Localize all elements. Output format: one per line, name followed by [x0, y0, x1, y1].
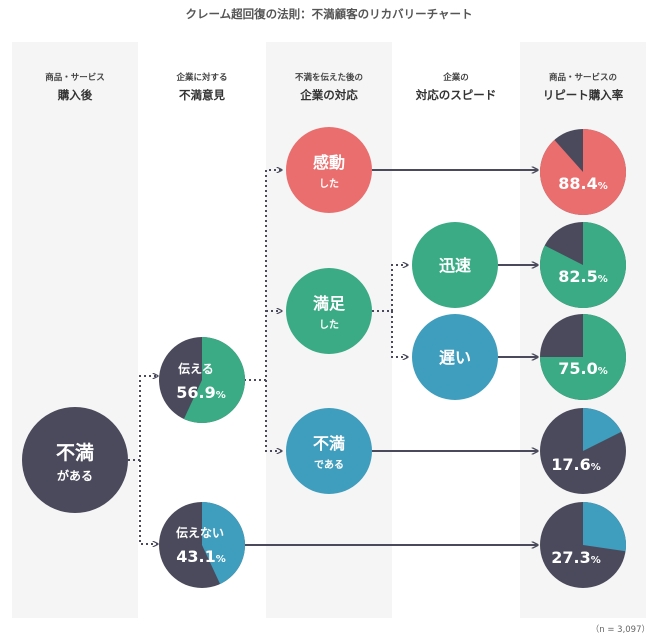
node-moved-line1: 感動 [313, 153, 345, 172]
column-header-1-line2: 購入後 [57, 88, 93, 102]
column-header-5-line2: リピート購入率 [543, 88, 624, 102]
node-satisfied-line2: した [319, 319, 339, 331]
connector-told-to-dissatisfied [265, 380, 282, 451]
node-slow-label: 遅い [439, 348, 471, 367]
node-slow-circle [412, 314, 498, 400]
node-not-told-label: 伝えない [176, 525, 224, 540]
column-header-3-line2: 企業の対応 [299, 88, 358, 102]
node-has-complaint-line2: がある [57, 468, 93, 483]
result-moved-pie-value-slice [540, 129, 626, 215]
result-slow: 75.0% [540, 314, 626, 400]
result-dissatisfied-pie [540, 408, 626, 494]
node-told-unit: % [216, 390, 226, 401]
connector-satisfied-to-fast [372, 265, 408, 312]
node-dissatisfied-line1: 不満 [313, 434, 345, 453]
result-dissatisfied-percent: 17.6% [551, 455, 601, 474]
result-fast-pie-value-slice [540, 222, 626, 308]
node-moved: 感動 した [286, 127, 372, 213]
result-fast-unit: % [598, 274, 608, 285]
column-header-2-line1: 企業に対する [175, 72, 227, 83]
pie-not-told-value-slice [202, 502, 246, 585]
node-slow: 遅い [412, 314, 498, 400]
column-headers: 商品・サービス 購入後 企業に対する 不満意見 不満を伝えた後の 企業の対応 企… [45, 72, 624, 102]
result-fast-percent: 82.5% [558, 267, 608, 286]
node-has-complaint-line1: 不満 [56, 442, 94, 464]
result-slow-percent: 75.0% [558, 359, 608, 378]
node-fast-circle [412, 222, 498, 308]
node-told-value: 56.9 [176, 383, 215, 402]
result-dissatisfied: 17.6% [540, 408, 626, 494]
chart-title: クレーム超回復の法則：不満顧客のリカバリーチャート [185, 7, 472, 21]
result-slow-unit: % [598, 366, 608, 377]
result-fast-pie [540, 222, 626, 308]
node-dissatisfied-line2: である [314, 458, 344, 471]
node-not-told: 伝えない 43.1% [159, 502, 246, 588]
node-fast: 迅速 [412, 222, 498, 308]
connector-told-to-moved [244, 170, 282, 381]
result-moved-unit: % [598, 181, 608, 192]
node-satisfied: 満足 した [286, 268, 372, 354]
node-moved-line2: した [319, 178, 339, 190]
result-not-told: 27.3% [540, 502, 627, 588]
node-has-complaint-circle [22, 407, 128, 513]
result-moved-percent: 88.4% [558, 174, 608, 193]
connector-satisfied-to-slow [391, 311, 408, 357]
column-header-4-line1: 企業の [442, 72, 469, 83]
node-not-told-unit: % [216, 554, 226, 565]
result-moved: 88.4% [540, 129, 626, 215]
node-satisfied-circle [286, 268, 372, 354]
pie-told [159, 337, 245, 423]
node-dissatisfied-circle [286, 408, 372, 494]
result-dissatisfied-pie-value-slice [583, 408, 622, 451]
column-header-3-line1: 不満を伝えた後の [295, 72, 363, 83]
node-told-label: 伝える [178, 361, 214, 376]
result-moved-pie [540, 129, 626, 215]
result-slow-value: 75.0 [558, 359, 597, 378]
result-not-told-pie [540, 502, 627, 588]
column-header-5-line1: 商品・サービスの [549, 72, 617, 83]
result-fast-value: 82.5 [558, 267, 597, 286]
node-not-told-percent: 43.1% [176, 547, 226, 566]
node-moved-circle [286, 127, 372, 213]
result-slow-pie [540, 314, 626, 400]
node-told: 伝える 56.9% [159, 337, 245, 423]
result-fast: 82.5% [540, 222, 626, 308]
result-not-told-pie-value-slice [583, 502, 627, 552]
node-has-complaint: 不満 がある [22, 407, 128, 513]
column-header-1-line1: 商品・サービス [45, 72, 105, 83]
node-fast-label: 迅速 [439, 256, 471, 275]
connectors [128, 170, 538, 545]
sample-size-note: （n = 3,097） [591, 624, 650, 635]
result-dissatisfied-unit: % [591, 462, 601, 473]
result-not-told-value: 27.3 [551, 548, 590, 567]
node-not-told-value: 43.1 [176, 547, 215, 566]
node-satisfied-line1: 満足 [313, 294, 346, 313]
result-dissatisfied-value: 17.6 [551, 455, 590, 474]
connector-start-to-not-told [139, 460, 158, 544]
node-told-percent: 56.9% [176, 383, 226, 402]
result-not-told-unit: % [591, 555, 601, 566]
pie-told-value-slice [183, 337, 245, 423]
column-header-4-line2: 対応のスピード [415, 88, 497, 102]
result-not-told-percent: 27.3% [551, 548, 601, 567]
result-moved-value: 88.4 [558, 174, 597, 193]
pie-not-told [159, 502, 246, 588]
column-header-2-line2: 不満意見 [179, 88, 225, 102]
result-slow-pie-value-slice [540, 314, 626, 400]
column-band-1 [12, 42, 138, 618]
node-dissatisfied: 不満 である [286, 408, 372, 494]
connector-start-to-told [128, 376, 158, 461]
